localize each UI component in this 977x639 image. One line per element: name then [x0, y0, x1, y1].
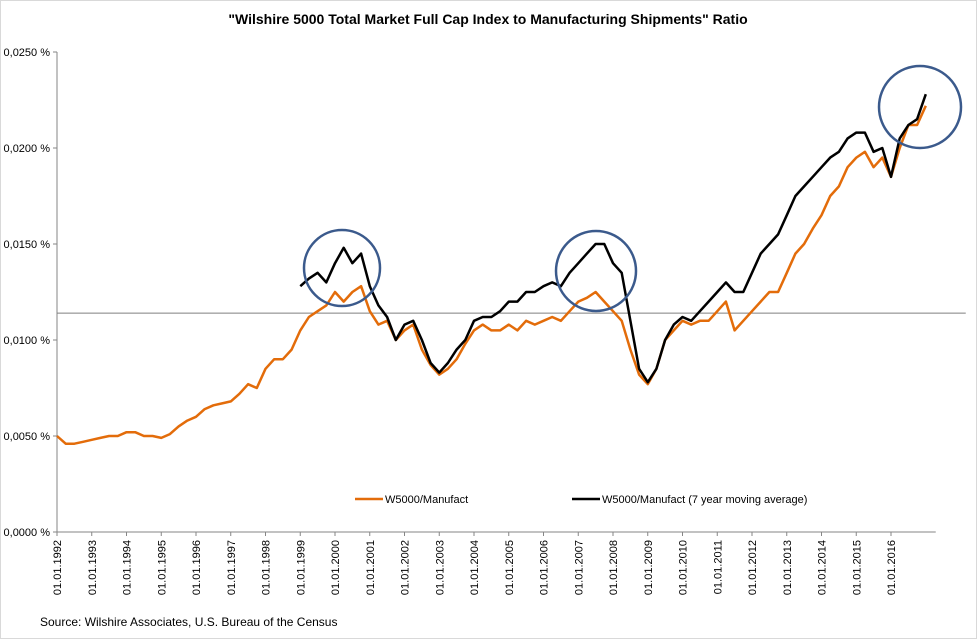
x-tick-label: 01.01.1995	[156, 540, 168, 595]
x-tick-label: 01.01.2015	[851, 540, 863, 595]
x-tick-label: 01.01.1994	[122, 540, 134, 595]
x-tick-label: 01.01.2006	[539, 540, 551, 595]
chart-title: "Wilshire 5000 Total Market Full Cap Ind…	[228, 11, 747, 27]
x-tick-label: 01.01.1996	[191, 540, 203, 595]
x-tick-label: 01.01.2003	[434, 540, 446, 595]
y-tick-label: 0,0100 %	[4, 335, 51, 347]
x-tick-label: 01.01.2012	[747, 540, 759, 595]
x-tick-label: 01.01.1999	[295, 540, 307, 595]
x-tick-label: 01.01.1993	[87, 540, 99, 595]
y-tick-label: 0,0200 %	[4, 143, 51, 155]
legend-label: W5000/Manufact (7 year moving average)	[602, 494, 807, 506]
x-tick-label: 01.01.2011	[712, 540, 724, 594]
y-tick-label: 0,0000 %	[4, 527, 51, 539]
x-tick-label: 01.01.2005	[504, 540, 516, 595]
legend-label: W5000/Manufact	[385, 494, 468, 506]
x-tick-label: 01.01.2010	[678, 540, 690, 595]
x-tick-label: 01.01.2009	[643, 540, 655, 595]
x-tick-label: 01.01.2001	[365, 540, 377, 595]
x-tick-label: 01.01.2000	[330, 540, 342, 595]
x-tick-label: 01.01.2008	[608, 540, 620, 595]
series-line	[299, 93, 927, 384]
x-tick-label: 01.01.1992	[52, 540, 64, 595]
x-tick-label: 01.01.2014	[817, 540, 829, 595]
series-line	[56, 105, 927, 445]
x-tick-label: 01.01.1997	[226, 540, 238, 595]
y-tick-label: 0,0250 %	[4, 47, 51, 59]
x-tick-label: 01.01.2007	[573, 540, 585, 595]
y-tick-label: 0,0150 %	[4, 239, 51, 251]
x-tick-label: 01.01.2002	[400, 540, 412, 595]
source-note: Source: Wilshire Associates, U.S. Bureau…	[40, 615, 337, 629]
x-tick-label: 01.01.2004	[469, 540, 481, 595]
x-tick-label: 01.01.2016	[886, 540, 898, 595]
plot-area: 0,0000 % 0,0050 % 0,0100 % 0,0150 % 0,0200 %…	[4, 47, 966, 595]
x-tick-label: 01.01.1998	[261, 540, 273, 595]
highlight-circle	[554, 229, 638, 313]
highlight-circle	[302, 228, 382, 308]
y-tick-label: 0,0050 %	[4, 431, 51, 443]
highlight-circle	[877, 64, 963, 150]
x-tick-label: 01.01.2013	[782, 540, 794, 595]
